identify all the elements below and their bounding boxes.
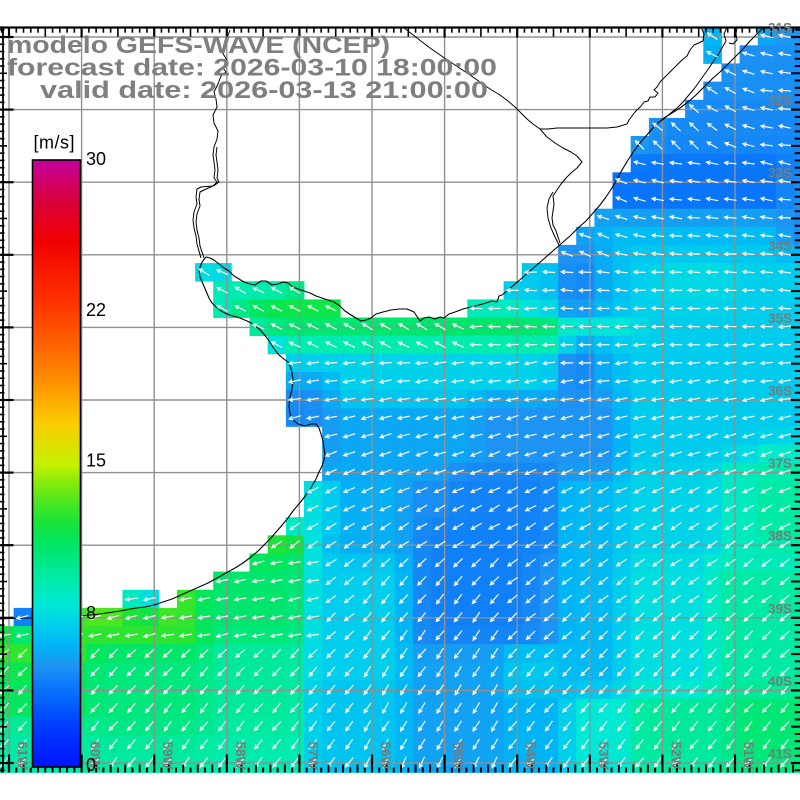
svg-text:53W: 53W <box>596 742 611 770</box>
svg-text:8: 8 <box>86 603 96 623</box>
svg-text:57W: 57W <box>305 742 320 770</box>
svg-text:56W: 56W <box>378 742 393 770</box>
svg-text:0: 0 <box>86 755 96 775</box>
svg-text:31S: 31S <box>768 21 792 36</box>
svg-text:32S: 32S <box>768 93 792 108</box>
svg-text:modelo GEFS-WAVE (NCEP): modelo GEFS-WAVE (NCEP) <box>7 31 390 58</box>
svg-text:33S: 33S <box>768 166 792 181</box>
svg-text:51W: 51W <box>741 742 756 770</box>
svg-text:37S: 37S <box>768 456 792 471</box>
svg-text:61W: 61W <box>15 742 30 770</box>
svg-text:forecast date: 2026-03-10 18:0: forecast date: 2026-03-10 18:00:00 <box>7 53 497 80</box>
svg-text:41S: 41S <box>768 747 792 762</box>
svg-text:54W: 54W <box>523 742 538 770</box>
svg-text:15: 15 <box>86 451 106 471</box>
svg-text:59W: 59W <box>160 742 175 770</box>
svg-text:38S: 38S <box>768 529 792 544</box>
svg-text:40S: 40S <box>768 674 792 689</box>
svg-text:60W: 60W <box>88 742 103 770</box>
svg-text:22: 22 <box>86 300 106 320</box>
svg-text:35S: 35S <box>768 311 792 326</box>
svg-text:[m/s]: [m/s] <box>34 133 76 153</box>
svg-text:39S: 39S <box>768 601 792 616</box>
svg-text:30: 30 <box>86 149 106 169</box>
svg-text:valid date: 2026-03-13 21:00:0: valid date: 2026-03-13 21:00:00 <box>40 76 488 103</box>
svg-text:36S: 36S <box>768 384 792 399</box>
svg-text:52W: 52W <box>668 742 683 770</box>
svg-text:58W: 58W <box>233 742 248 770</box>
svg-text:55W: 55W <box>451 742 466 770</box>
svg-text:34S: 34S <box>768 238 792 253</box>
